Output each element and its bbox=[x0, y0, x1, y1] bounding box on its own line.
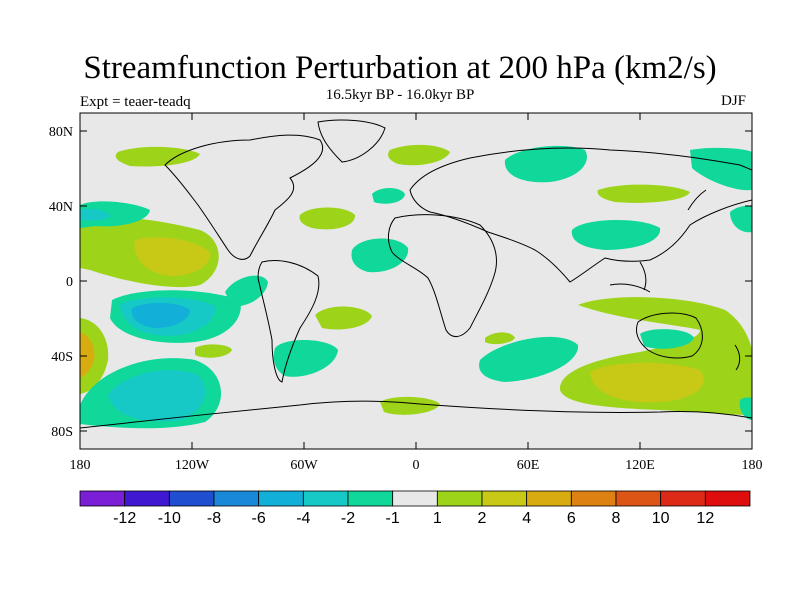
lat-label: 0 bbox=[66, 275, 73, 290]
colorbar bbox=[79, 490, 751, 507]
coastlines bbox=[80, 119, 752, 429]
north-america-outline bbox=[164, 134, 324, 260]
colorbar-label: -4 bbox=[296, 510, 310, 527]
lon-label: 60W bbox=[290, 458, 318, 473]
colorbar-swatch bbox=[347, 490, 394, 507]
colorbar-label: 6 bbox=[567, 510, 576, 527]
colorbar-swatch bbox=[436, 490, 483, 507]
lon-label: 60E bbox=[517, 458, 540, 473]
season-label: DJF bbox=[721, 93, 747, 109]
plot-title: Streamfunction Perturbation at 200 hPa (… bbox=[83, 50, 717, 86]
contour-level-2 bbox=[115, 146, 200, 167]
colorbar-label: -6 bbox=[252, 510, 266, 527]
colorbar-swatch bbox=[570, 490, 617, 507]
lat-label: 40S bbox=[51, 350, 73, 365]
colorbar-swatch bbox=[704, 490, 751, 507]
experiment-label: Expt = teaer-teadq bbox=[80, 94, 191, 110]
contour-level-neg1 bbox=[80, 201, 150, 228]
contour-level-neg1 bbox=[479, 336, 579, 382]
contour-level-neg1 bbox=[372, 188, 405, 204]
lon-label: 0 bbox=[413, 458, 420, 473]
plot-subtitle: 16.5kyr BP - 16.0kyr BP bbox=[325, 87, 475, 103]
contour-level-4 bbox=[80, 332, 95, 378]
contour-level-2 bbox=[299, 207, 356, 230]
latitude-labels: 80N 40N 0 40S 80S bbox=[49, 125, 73, 440]
lon-label: 180 bbox=[742, 458, 763, 473]
eurasia-outline bbox=[409, 147, 752, 283]
colorbar-swatch bbox=[124, 490, 170, 507]
colorbar-label: 4 bbox=[522, 510, 531, 527]
colorbar-swatch bbox=[302, 490, 349, 507]
colorbar-swatch bbox=[258, 490, 304, 507]
contour-level-2 bbox=[388, 144, 450, 166]
colorbar-label: -8 bbox=[207, 510, 221, 527]
greenland-outline bbox=[317, 119, 386, 163]
contour-level-neg1 bbox=[225, 275, 268, 307]
contour-level-neg1 bbox=[739, 397, 752, 420]
colorbar-label: -12 bbox=[113, 510, 136, 527]
colorbar-label: 2 bbox=[478, 510, 487, 527]
colorbar-swatch bbox=[392, 490, 438, 507]
new-zealand-outline bbox=[734, 344, 741, 371]
contour-level-neg1 bbox=[504, 145, 587, 183]
contour-level-4 bbox=[590, 362, 704, 403]
contour-level-4 bbox=[134, 237, 211, 276]
lat-label: 40N bbox=[49, 200, 73, 215]
colorbar-label: -1 bbox=[386, 510, 400, 527]
contour-level-neg1 bbox=[640, 329, 694, 349]
colorbar-swatch bbox=[660, 490, 706, 507]
maritime-islands-outline bbox=[609, 189, 707, 293]
contour-level-2 bbox=[485, 332, 515, 345]
contour-level-2 bbox=[380, 396, 440, 415]
colorbar-swatch bbox=[526, 490, 572, 507]
longitude-labels: 180 120W 60W 0 60E 120E 180 bbox=[70, 458, 763, 473]
colorbar-label: 1 bbox=[433, 510, 442, 527]
australia-outline bbox=[635, 312, 703, 359]
colorbar-swatch bbox=[168, 490, 215, 507]
colorbar-swatch bbox=[481, 490, 528, 507]
lon-label: 180 bbox=[70, 458, 91, 473]
colorbar-swatch bbox=[213, 490, 260, 507]
colorbar-labels: -12 -10 -8 -6 -4 -2 -1 1 2 4 6 8 10 12 bbox=[113, 510, 714, 527]
contour-level-2 bbox=[195, 344, 232, 358]
colorbar-label: 10 bbox=[652, 510, 670, 527]
contour-level-neg1 bbox=[571, 219, 661, 250]
antarctica-outline bbox=[80, 400, 752, 429]
colorbar-label: 12 bbox=[696, 510, 714, 527]
contour-level-neg4 bbox=[131, 302, 190, 328]
contour-level-2 bbox=[315, 306, 372, 330]
contour-level-neg1 bbox=[273, 339, 338, 377]
axis-ticks bbox=[80, 113, 752, 449]
lon-label: 120W bbox=[175, 458, 210, 473]
contour-level-neg1 bbox=[690, 147, 752, 191]
africa-outline bbox=[387, 214, 497, 337]
contour-level-neg2 bbox=[108, 370, 206, 422]
contour-level-neg1 bbox=[351, 238, 409, 273]
contour-level-neg1 bbox=[730, 205, 752, 233]
lat-label: 80N bbox=[49, 125, 73, 140]
colorbar-swatch bbox=[615, 490, 662, 507]
colorbar-label: -10 bbox=[158, 510, 181, 527]
anomaly-contours bbox=[80, 144, 752, 429]
contour-level-neg2 bbox=[80, 208, 110, 221]
lat-label: 80S bbox=[51, 425, 73, 440]
colorbar-label: -2 bbox=[341, 510, 355, 527]
colorbar-label: 8 bbox=[612, 510, 621, 527]
south-america-outline bbox=[257, 260, 320, 383]
lon-label: 120E bbox=[625, 458, 655, 473]
contour-level-2 bbox=[597, 184, 690, 203]
colorbar-swatch bbox=[79, 490, 126, 507]
